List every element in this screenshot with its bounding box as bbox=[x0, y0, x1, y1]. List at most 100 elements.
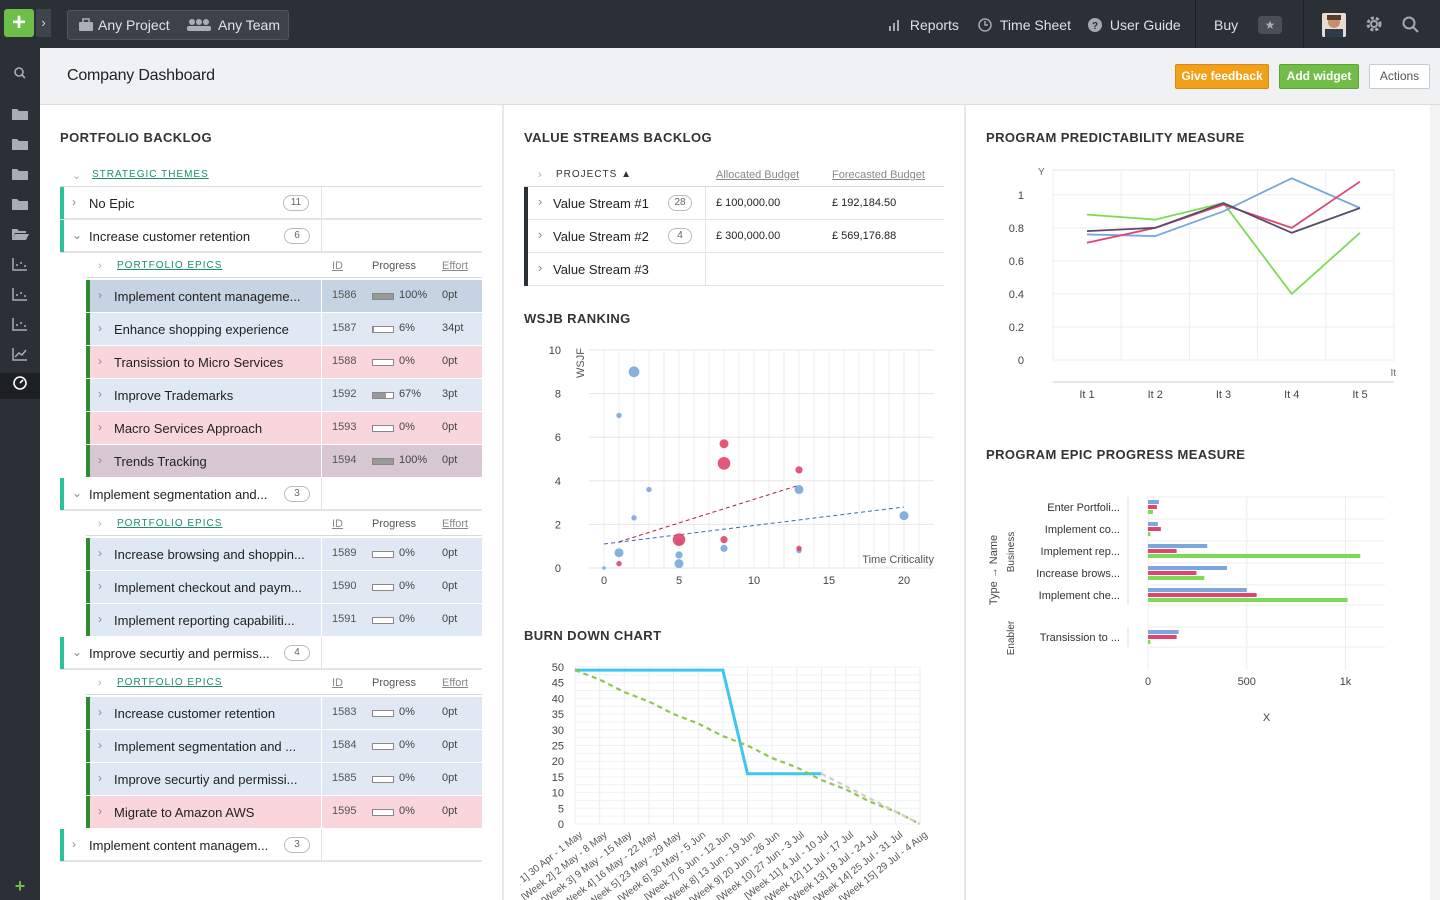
epic-name: Migrate to Amazon AWS bbox=[114, 805, 255, 820]
chevron-right-icon[interactable]: › bbox=[538, 227, 543, 242]
chevron-right-icon[interactable]: › bbox=[98, 771, 102, 785]
epic-id: 1594 bbox=[332, 454, 357, 466]
chevron-right-icon[interactable]: › bbox=[98, 420, 102, 434]
divider bbox=[1303, 0, 1304, 48]
value-stream-row[interactable]: › Value Stream #3 bbox=[524, 253, 944, 286]
theme-row[interactable]: ⌄ Improve securtiy and permiss... 4 bbox=[60, 637, 482, 670]
bar bbox=[1148, 505, 1157, 509]
theme-row[interactable]: › No Epic 11 bbox=[60, 187, 482, 220]
forecasted-budget-header[interactable]: Forecasted Budget bbox=[832, 169, 925, 181]
count-badge: 3 bbox=[284, 837, 310, 853]
star-icon[interactable]: ★ bbox=[1258, 16, 1282, 34]
value-stream-row[interactable]: › Value Stream #1 28 £ 100,000.00 £ 192,… bbox=[524, 187, 944, 220]
actions-button[interactable]: Actions bbox=[1369, 64, 1430, 89]
gear-icon[interactable] bbox=[1365, 15, 1383, 38]
theme-row[interactable]: ⌄ Increase customer retention 6 bbox=[60, 220, 482, 253]
epic-name: Transission to Micro Services bbox=[114, 355, 284, 370]
chevron-right-icon[interactable]: › bbox=[98, 354, 102, 368]
allocated-budget-header[interactable]: Allocated Budget bbox=[716, 169, 800, 181]
projects-column-header[interactable]: PROJECTS ▲ bbox=[556, 169, 633, 180]
epic-row[interactable]: › Implement checkout and paym... 1590 0%… bbox=[86, 571, 482, 604]
give-feedback-button[interactable]: Give feedback bbox=[1175, 64, 1269, 89]
theme-row[interactable]: ⌄ Implement segmentation and... 3 bbox=[60, 478, 482, 511]
epic-row[interactable]: › Enhance shopping experience 1587 6% 34… bbox=[86, 313, 482, 346]
line-chart-icon[interactable] bbox=[0, 344, 40, 370]
team-selector[interactable]: Any Team bbox=[218, 17, 280, 33]
epic-row[interactable]: › Trends Tracking 1594 100% 0pt bbox=[86, 445, 482, 478]
chevron-right-icon[interactable]: › bbox=[98, 705, 102, 719]
y-tick-label: 0 bbox=[558, 819, 564, 831]
nav-reports[interactable]: Reports bbox=[888, 0, 959, 48]
sidebar-add-button[interactable]: + bbox=[14, 876, 26, 896]
avatar[interactable] bbox=[1322, 13, 1346, 37]
effort-column-header[interactable]: Effort bbox=[442, 518, 469, 530]
epic-row[interactable]: › Implement reporting capabiliti... 1591… bbox=[86, 604, 482, 637]
chevron-down-icon[interactable]: ⌄ bbox=[72, 645, 83, 659]
chevron-right-icon[interactable]: › bbox=[98, 612, 102, 626]
report-chart-icon[interactable] bbox=[0, 254, 40, 280]
context-selector[interactable]: Any Project Any Team bbox=[67, 10, 289, 40]
portfolio-epics-label[interactable]: PORTFOLIO EPICS bbox=[117, 260, 223, 271]
folder-lock-icon[interactable] bbox=[0, 194, 40, 220]
epic-row[interactable]: › Implement content manageme... 1586 100… bbox=[86, 280, 482, 313]
data-point bbox=[720, 544, 728, 552]
expand-sidebar-button[interactable]: › bbox=[36, 9, 51, 37]
effort-column-header[interactable]: Effort bbox=[442, 677, 469, 689]
nav-timesheet[interactable]: Time Sheet bbox=[978, 0, 1071, 48]
project-selector[interactable]: Any Project bbox=[98, 17, 170, 33]
effort-column-header[interactable]: Effort bbox=[442, 260, 469, 272]
id-column-header[interactable]: ID bbox=[332, 518, 343, 530]
epic-effort: 0pt bbox=[442, 454, 458, 466]
report-chart-icon[interactable] bbox=[0, 314, 40, 340]
sidebar-search-icon[interactable] bbox=[0, 62, 40, 88]
chevron-right-icon[interactable]: › bbox=[98, 387, 102, 401]
nav-buy[interactable]: Buy bbox=[1214, 17, 1239, 33]
epic-row[interactable]: › Transission to Micro Services 1588 0% … bbox=[86, 346, 482, 379]
folder-open-icon[interactable] bbox=[0, 224, 40, 250]
epic-row[interactable]: › Increase browsing and shoppin... 1589 … bbox=[86, 538, 482, 571]
strategic-themes-label[interactable]: STRATEGIC THEMES bbox=[92, 169, 209, 180]
report-chart-icon[interactable] bbox=[0, 284, 40, 310]
search-icon[interactable] bbox=[1402, 16, 1420, 39]
folder-lock-icon[interactable] bbox=[0, 134, 40, 160]
epic-row[interactable]: › Macro Services Approach 1593 0% 0pt bbox=[86, 412, 482, 445]
value-stream-row[interactable]: › Value Stream #2 4 £ 300,000.00 £ 569,1… bbox=[524, 220, 944, 253]
id-column-header[interactable]: ID bbox=[332, 677, 343, 689]
theme-row[interactable]: › Implement content managem... 3 bbox=[60, 829, 482, 862]
chevron-right-icon[interactable]: › bbox=[98, 579, 102, 593]
add-widget-button[interactable]: Add widget bbox=[1279, 64, 1359, 89]
portfolio-epics-label[interactable]: PORTFOLIO EPICS bbox=[117, 518, 223, 529]
epic-row[interactable]: › Increase customer retention 1583 0% 0p… bbox=[86, 697, 482, 730]
chevron-right-icon[interactable]: › bbox=[72, 195, 76, 209]
folder-lock-icon[interactable] bbox=[0, 104, 40, 130]
series-line-red bbox=[1086, 180, 1361, 244]
chevron-right-icon[interactable]: › bbox=[98, 321, 102, 335]
chevron-down-icon[interactable]: ⌄ bbox=[72, 228, 83, 242]
epic-effort: 34pt bbox=[442, 322, 464, 334]
nav-userguide-label: User Guide bbox=[1109, 17, 1181, 33]
chevron-right-icon[interactable]: › bbox=[98, 546, 102, 560]
chevron-right-icon[interactable]: › bbox=[98, 804, 102, 818]
chevron-right-icon[interactable]: › bbox=[538, 260, 543, 275]
value-stream-name: Value Stream #2 bbox=[553, 229, 649, 244]
dashboard-gauge-icon[interactable] bbox=[0, 373, 40, 399]
chevron-right-icon[interactable]: › bbox=[538, 194, 543, 209]
chevron-right-icon[interactable]: › bbox=[98, 453, 102, 467]
portfolio-epics-label[interactable]: PORTFOLIO EPICS bbox=[117, 677, 223, 688]
nav-userguide[interactable]: ? User Guide bbox=[1088, 0, 1181, 48]
x-tick-label: 1k bbox=[1340, 676, 1352, 688]
folder-lock-icon[interactable] bbox=[0, 164, 40, 190]
epic-row[interactable]: › Improve Trademarks 1592 67% 3pt bbox=[86, 379, 482, 412]
chevron-right-icon[interactable]: › bbox=[72, 837, 76, 851]
chevron-right-icon[interactable]: › bbox=[98, 738, 102, 752]
add-button[interactable]: + bbox=[4, 9, 34, 37]
epic-row[interactable]: › Improve securtiy and permissi... 1585 … bbox=[86, 763, 482, 796]
epic-row[interactable]: › Implement segmentation and ... 1584 0%… bbox=[86, 730, 482, 763]
scrollbar[interactable] bbox=[1430, 105, 1440, 900]
chevron-right-icon[interactable]: › bbox=[98, 288, 102, 302]
chevron-down-icon[interactable]: ⌄ bbox=[72, 486, 83, 500]
id-column-header[interactable]: ID bbox=[332, 260, 343, 272]
progress-bar bbox=[372, 617, 394, 624]
epic-row[interactable]: › Migrate to Amazon AWS 1595 0% 0pt bbox=[86, 796, 482, 829]
